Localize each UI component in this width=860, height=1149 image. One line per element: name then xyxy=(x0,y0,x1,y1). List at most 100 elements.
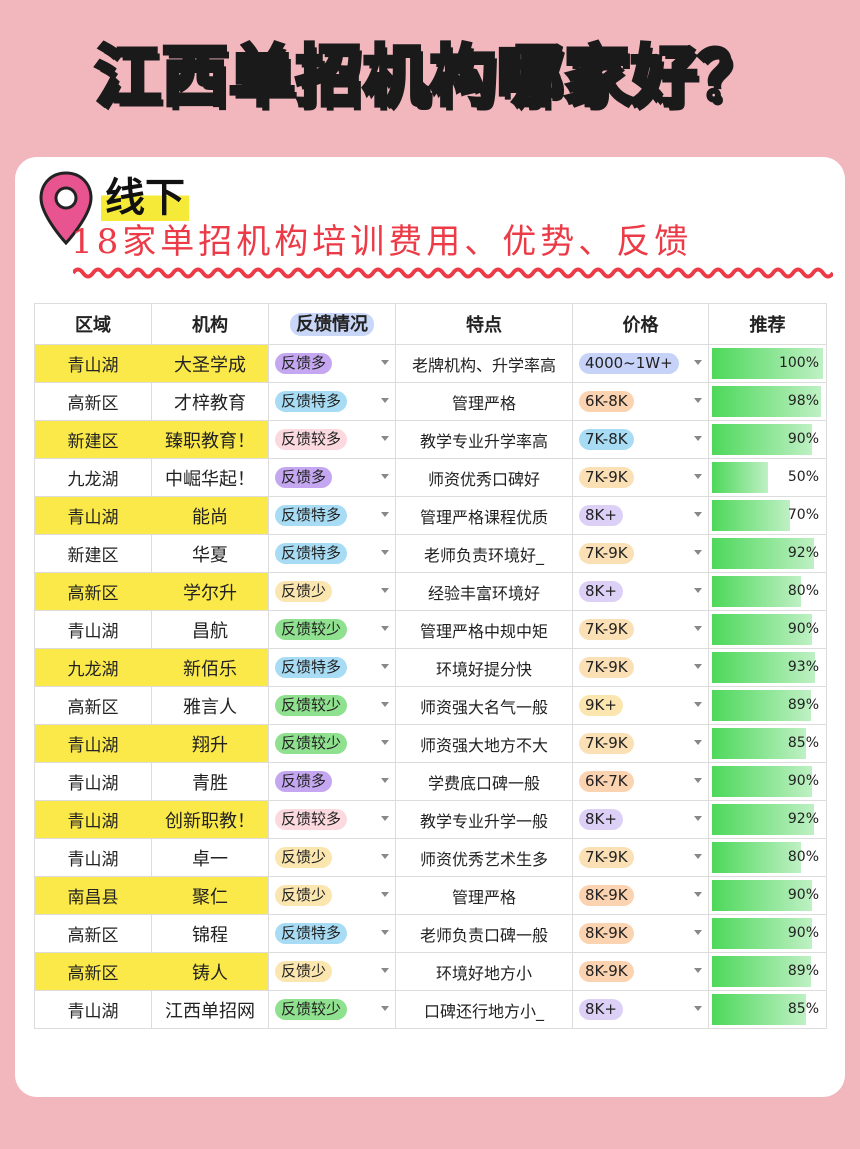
feedback-cell[interactable]: 反馈少 xyxy=(268,838,396,877)
price-cell[interactable]: 7K-9K xyxy=(572,838,709,877)
price-cell[interactable]: 7K-8K xyxy=(572,420,709,459)
dropdown-arrow-icon[interactable] xyxy=(381,854,389,859)
recommend-bar: 92% xyxy=(712,804,823,835)
region-cell: 高新区 xyxy=(34,952,152,991)
recommend-bar: 100% xyxy=(712,348,823,379)
dropdown-arrow-icon[interactable] xyxy=(381,588,389,593)
dropdown-arrow-icon[interactable] xyxy=(694,816,702,821)
price-cell[interactable]: 7K-9K xyxy=(572,534,709,573)
recommend-label: 89% xyxy=(787,697,819,713)
feedback-cell[interactable]: 反馈较少 xyxy=(268,686,396,725)
price-cell[interactable]: 8K+ xyxy=(572,800,709,839)
feedback-cell[interactable]: 反馈较少 xyxy=(268,610,396,649)
feature-cell: 环境好提分快 xyxy=(395,648,573,687)
price-cell[interactable]: 8K-9K xyxy=(572,914,709,953)
price-cell[interactable]: 8K+ xyxy=(572,496,709,535)
dropdown-arrow-icon[interactable] xyxy=(381,626,389,631)
recommend-label: 93% xyxy=(787,659,819,675)
region-cell: 青山湖 xyxy=(34,344,152,383)
dropdown-arrow-icon[interactable] xyxy=(381,740,389,745)
price-cell[interactable]: 7K-9K xyxy=(572,724,709,763)
dropdown-arrow-icon[interactable] xyxy=(694,968,702,973)
price-cell[interactable]: 8K-9K xyxy=(572,876,709,915)
feedback-cell[interactable]: 反馈较多 xyxy=(268,800,396,839)
subtitle: 18家单招机构培训费用、优势、反馈 xyxy=(71,222,693,262)
org-cell: 翔升 xyxy=(151,724,269,763)
price-cell[interactable]: 9K+ xyxy=(572,686,709,725)
dropdown-arrow-icon[interactable] xyxy=(694,854,702,859)
dropdown-arrow-icon[interactable] xyxy=(694,588,702,593)
price-pill: 8K+ xyxy=(579,581,623,602)
feedback-cell[interactable]: 反馈较少 xyxy=(268,724,396,763)
recommend-bar-fill xyxy=(712,500,790,531)
dropdown-arrow-icon[interactable] xyxy=(381,436,389,441)
dropdown-arrow-icon[interactable] xyxy=(381,892,389,897)
region-cell: 高新区 xyxy=(34,572,152,611)
dropdown-arrow-icon[interactable] xyxy=(381,702,389,707)
org-cell: 青胜 xyxy=(151,762,269,801)
feedback-cell[interactable]: 反馈少 xyxy=(268,572,396,611)
price-cell[interactable]: 6K-7K xyxy=(572,762,709,801)
org-cell: 雅言人 xyxy=(151,686,269,725)
recommend-cell: 92% xyxy=(708,534,827,573)
dropdown-arrow-icon[interactable] xyxy=(381,816,389,821)
dropdown-arrow-icon[interactable] xyxy=(694,930,702,935)
dropdown-arrow-icon[interactable] xyxy=(694,474,702,479)
dropdown-arrow-icon[interactable] xyxy=(381,360,389,365)
feedback-pill: 反馈较少 xyxy=(275,999,348,1020)
feedback-cell[interactable]: 反馈特多 xyxy=(268,382,396,421)
dropdown-arrow-icon[interactable] xyxy=(381,474,389,479)
feedback-cell[interactable]: 反馈较多 xyxy=(268,420,396,459)
recommend-bar: 90% xyxy=(712,880,823,911)
dropdown-arrow-icon[interactable] xyxy=(694,398,702,403)
price-cell[interactable]: 7K-9K xyxy=(572,610,709,649)
dropdown-arrow-icon[interactable] xyxy=(694,436,702,441)
region-cell: 高新区 xyxy=(34,914,152,953)
recommend-label: 89% xyxy=(787,963,819,979)
price-cell[interactable]: 8K+ xyxy=(572,572,709,611)
dropdown-arrow-icon[interactable] xyxy=(694,360,702,365)
feedback-cell[interactable]: 反馈特多 xyxy=(268,496,396,535)
dropdown-arrow-icon[interactable] xyxy=(694,664,702,669)
org-cell: 创新职教！ xyxy=(151,800,269,839)
dropdown-arrow-icon[interactable] xyxy=(381,968,389,973)
dropdown-arrow-icon[interactable] xyxy=(381,778,389,783)
dropdown-arrow-icon[interactable] xyxy=(381,930,389,935)
price-cell[interactable]: 7K-9K xyxy=(572,458,709,497)
header-feedback: 反馈情况 xyxy=(268,303,396,345)
dropdown-arrow-icon[interactable] xyxy=(381,550,389,555)
dropdown-arrow-icon[interactable] xyxy=(694,550,702,555)
dropdown-arrow-icon[interactable] xyxy=(694,1006,702,1011)
price-pill: 7K-9K xyxy=(579,847,634,868)
feedback-cell[interactable]: 反馈特多 xyxy=(268,534,396,573)
dropdown-arrow-icon[interactable] xyxy=(381,398,389,403)
price-cell[interactable]: 7K-9K xyxy=(572,648,709,687)
dropdown-arrow-icon[interactable] xyxy=(381,664,389,669)
price-cell[interactable]: 6K-8K xyxy=(572,382,709,421)
feedback-cell[interactable]: 反馈少 xyxy=(268,952,396,991)
recommend-bar: 89% xyxy=(712,956,823,987)
feedback-cell[interactable]: 反馈多 xyxy=(268,344,396,383)
recommend-cell: 92% xyxy=(708,800,827,839)
dropdown-arrow-icon[interactable] xyxy=(694,778,702,783)
dropdown-arrow-icon[interactable] xyxy=(381,512,389,517)
dropdown-arrow-icon[interactable] xyxy=(381,1006,389,1011)
feedback-cell[interactable]: 反馈少 xyxy=(268,876,396,915)
dropdown-arrow-icon[interactable] xyxy=(694,740,702,745)
feedback-cell[interactable]: 反馈特多 xyxy=(268,914,396,953)
org-cell: 昌航 xyxy=(151,610,269,649)
header-org: 机构 xyxy=(151,303,269,345)
recommend-bar: 89% xyxy=(712,690,823,721)
feedback-cell[interactable]: 反馈较少 xyxy=(268,990,396,1029)
price-cell[interactable]: 4000~1W+ xyxy=(572,344,709,383)
recommend-label: 90% xyxy=(787,431,819,447)
dropdown-arrow-icon[interactable] xyxy=(694,892,702,897)
dropdown-arrow-icon[interactable] xyxy=(694,626,702,631)
feedback-cell[interactable]: 反馈多 xyxy=(268,458,396,497)
dropdown-arrow-icon[interactable] xyxy=(694,512,702,517)
price-cell[interactable]: 8K-9K xyxy=(572,952,709,991)
feedback-cell[interactable]: 反馈特多 xyxy=(268,648,396,687)
price-cell[interactable]: 8K+ xyxy=(572,990,709,1029)
feedback-cell[interactable]: 反馈多 xyxy=(268,762,396,801)
dropdown-arrow-icon[interactable] xyxy=(694,702,702,707)
